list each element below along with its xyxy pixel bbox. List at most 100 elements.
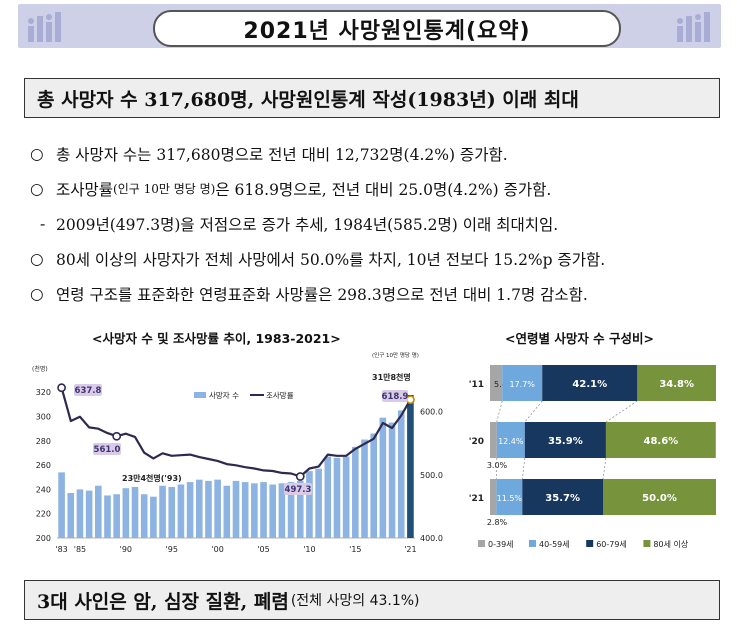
age-segment (605, 422, 716, 458)
legend-label-rate: 조사망률 (266, 390, 294, 400)
segment-label: 11.5% (497, 494, 523, 503)
bullet-item: ○ 80세 이상의 사망자가 전체 사망에서 50.0%를 차지, 10년 전보… (30, 241, 730, 276)
category-label: '11 (469, 380, 484, 390)
segment-connector (496, 400, 503, 423)
age-segment (496, 422, 525, 458)
death-count-bar (122, 488, 130, 538)
bullet-item: ○ 조사망률 (인구 10만 명당 명) 은 618.9명으로, 전년 대비 25.… (30, 171, 730, 206)
death-count-bar (232, 480, 240, 538)
y-tick-label: 200 (36, 534, 51, 543)
circle-bullet: ○ (30, 249, 44, 268)
death-count-bar (260, 482, 267, 538)
category-label: '21 (469, 494, 484, 504)
death-count-bar (333, 457, 341, 538)
death-count-bar (205, 480, 212, 538)
segment-label: 42.1% (572, 379, 607, 390)
segment-label: 35.9% (548, 436, 583, 447)
x-tick-label: '83 (55, 545, 67, 554)
age-segment (603, 479, 716, 515)
death-count-bar (361, 439, 368, 538)
bar-graph-decoration-right (677, 12, 710, 42)
segment-label: 2.8% (487, 518, 508, 527)
y-tick-label: 240 (36, 485, 51, 494)
death-count-bar (315, 468, 322, 538)
death-count-bar (251, 483, 258, 538)
bullet-text: 총 사망자 수는 317,680명으로 전년 대비 12,732명(4.2%) … (56, 145, 508, 164)
segment-connector (521, 457, 526, 480)
death-count-bar (352, 446, 359, 538)
x-tick-label: '90 (120, 545, 132, 554)
y2-tick-label: 400.0 (420, 534, 443, 543)
age-legend-label: 60-79세 (596, 540, 627, 549)
death-count-bar (186, 482, 194, 538)
annotation-637-bg (74, 384, 102, 396)
death-count-bar (223, 485, 231, 538)
death-count-bar (58, 472, 65, 538)
rate-marker (112, 431, 122, 441)
death-count-bar (85, 490, 93, 538)
annotation-618: 618.9 (382, 392, 409, 402)
x-tick-label: '00 (211, 545, 223, 554)
death-count-bar (150, 496, 157, 538)
y-tick-label: 220 (36, 510, 51, 519)
death-count-bar (159, 485, 166, 538)
age-segment (502, 365, 543, 401)
trend-chart-title: <사망자 수 및 조사망률 추이, 1983-2021> (92, 331, 341, 346)
category-label: '20 (469, 437, 484, 447)
age-segment (490, 365, 503, 401)
segment-label: 12.4% (498, 437, 524, 446)
footer-headline-sub: (전체 사망의 43.1%) (290, 593, 420, 609)
bullet-text: 2009년(497.3명)을 저점으로 증가 추세, 1984년(585.2명)… (56, 215, 559, 234)
death-count-bar (379, 417, 387, 538)
y-tick-label: 280 (36, 437, 51, 446)
annotation-21-deaths: 31만8천명 (372, 372, 411, 382)
age-segment (522, 479, 603, 515)
death-count-bar (306, 471, 313, 538)
death-count-bar (278, 483, 286, 538)
segment-label: 48.6% (644, 436, 679, 447)
annotation-497-bg (284, 483, 312, 495)
rate-marker (57, 383, 66, 393)
x-tick-label: '21 (404, 545, 416, 554)
age-legend-swatch (529, 540, 536, 547)
age-legend-swatch (586, 540, 594, 547)
page-title: 2021년 사망원인통계(요약) (153, 10, 621, 47)
x-tick-label: '15 (349, 545, 361, 554)
summary-headline: 총 사망자 수 317,680명, 사망원인통계 작성(1983년) 이래 최대 (24, 78, 720, 118)
death-count-bar (241, 482, 249, 538)
y-tick-label: 320 (36, 388, 51, 397)
death-count-bar (287, 482, 295, 538)
death-count-bar (296, 480, 304, 538)
death-count-bar (407, 394, 414, 538)
death-count-bar (342, 456, 350, 538)
left-axis-unit: (천명) (32, 365, 48, 373)
death-count-bar (195, 479, 203, 538)
bullet-text: 80세 이상의 사망자가 전체 사망에서 50.0%를 차지, 10년 전보다 … (56, 250, 606, 269)
age-segment (524, 422, 606, 458)
legend-swatch-deaths (194, 392, 206, 398)
age-legend-swatch (643, 540, 651, 547)
death-count-bar (113, 494, 120, 538)
age-segment (637, 365, 716, 401)
bullet-text-small: (인구 10만 명당 명) (113, 182, 216, 196)
bullet-text-rest: 은 618.9명으로, 전년 대비 25.0명(4.2%) 증가함. (215, 180, 552, 199)
age-legend-label: 0-39세 (488, 540, 514, 549)
age-segment (490, 422, 497, 458)
footer-headline: 3대 사인은 암, 심장 질환, 폐렴 (전체 사망의 43.1%) (24, 580, 720, 620)
death-count-bar (131, 486, 139, 538)
dash-bullet: - (40, 214, 46, 233)
bullet-list: ○ 총 사망자 수는 317,680명으로 전년 대비 12,732명(4.2%… (30, 136, 730, 311)
x-tick-label: '05 (257, 545, 269, 554)
bullet-item: ○ 연령 구조를 표준화한 연령표준화 사망률은 298.3명으로 전년 대비 … (30, 276, 730, 311)
death-count-bar (140, 494, 148, 538)
bullet-item: - 2009년(497.3명)을 저점으로 증가 추세, 1984년(585.2… (30, 206, 730, 241)
segment-label: 17.7% (509, 380, 535, 389)
rate-marker (295, 472, 305, 481)
bar-graph-decoration-left (28, 12, 61, 42)
segment-label: 3.0% (487, 461, 508, 470)
death-count-bar (269, 484, 277, 538)
x-tick-label: '95 (166, 545, 178, 554)
age-legend-label: 40-59세 (539, 540, 570, 549)
death-count-bar (397, 410, 405, 538)
death-count-bar (168, 486, 176, 538)
